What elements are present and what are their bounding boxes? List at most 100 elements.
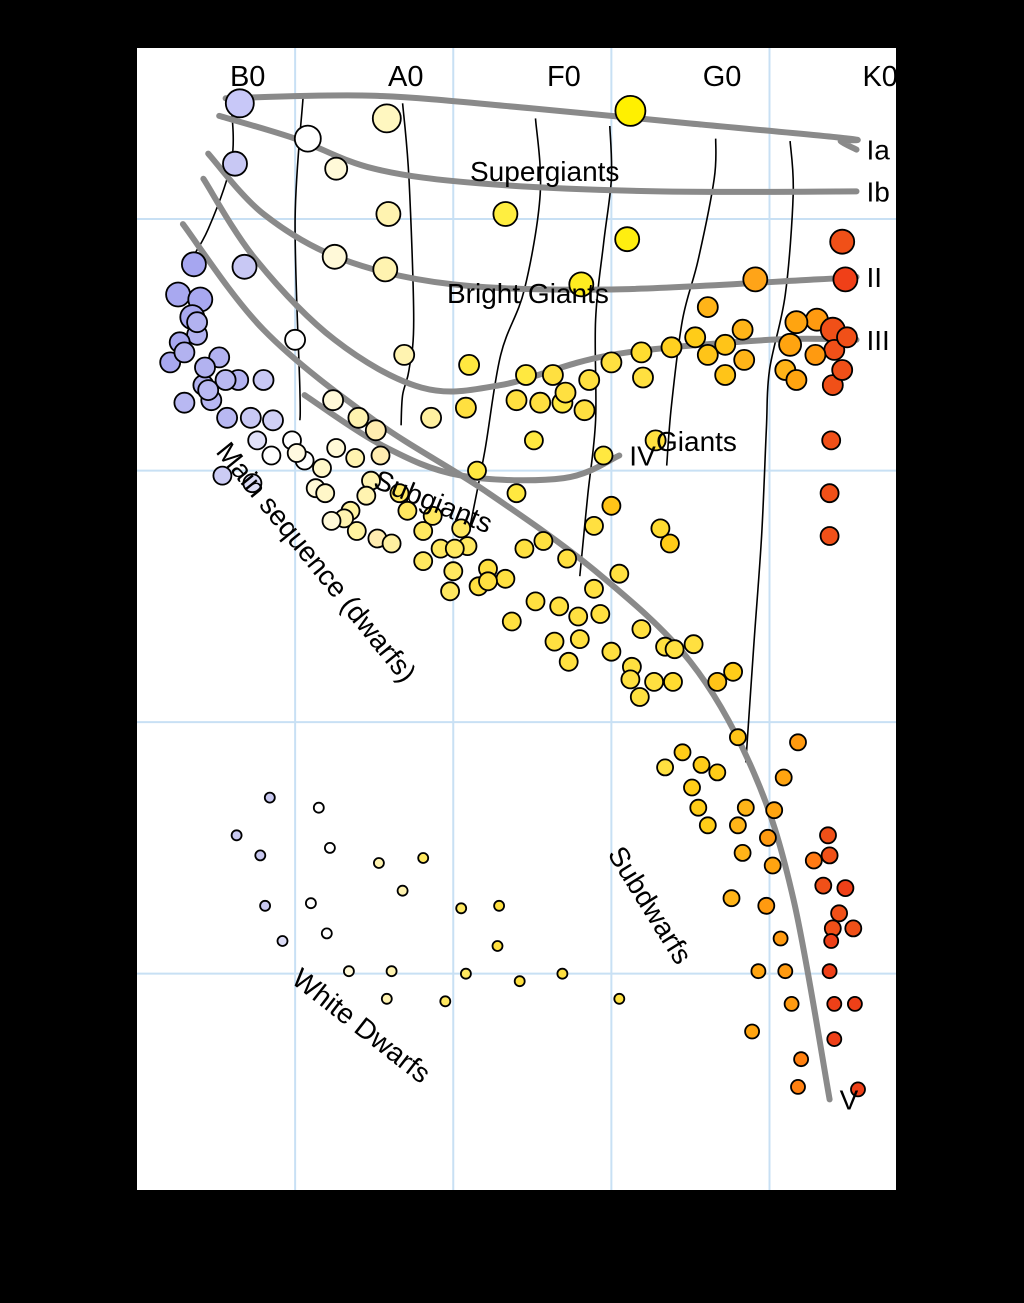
star-point	[380, 992, 393, 1005]
star-point	[584, 578, 604, 599]
star-point	[467, 460, 487, 481]
star-point	[356, 485, 377, 506]
star-point	[214, 369, 237, 391]
star-point	[212, 465, 233, 486]
star-point	[239, 406, 262, 429]
star-point	[276, 935, 289, 947]
star-point	[814, 876, 833, 895]
star-point	[692, 756, 711, 774]
tick-label-k0: K0	[862, 61, 897, 93]
star-point	[389, 483, 410, 504]
class-label-iii: III	[867, 325, 890, 356]
star-point	[629, 687, 650, 707]
star-point	[729, 728, 747, 747]
star-point	[731, 318, 754, 341]
tick-label-b0: B0	[230, 61, 265, 93]
star-point	[372, 857, 385, 869]
star-point	[804, 343, 827, 366]
star-point	[696, 343, 719, 366]
star-point	[451, 518, 472, 539]
tick-label-m0: M0	[987, 61, 1024, 93]
class-label-v: V	[840, 1084, 859, 1115]
star-point	[744, 1023, 760, 1040]
star-point	[443, 561, 464, 582]
star-point	[346, 521, 367, 541]
star-point	[491, 940, 504, 952]
star-point	[578, 369, 601, 391]
star-point	[514, 538, 535, 559]
star-point	[557, 548, 577, 569]
star-point	[342, 965, 355, 978]
star-point	[765, 801, 784, 820]
star-point	[784, 310, 809, 335]
star-point	[673, 743, 692, 762]
star-point	[774, 768, 793, 787]
star-point	[261, 445, 282, 466]
star-point	[826, 996, 843, 1012]
star-point	[321, 243, 348, 270]
luminosity-class-v-curve	[179, 221, 833, 1103]
star-point	[847, 996, 863, 1012]
star-point	[231, 253, 258, 280]
star-point	[320, 927, 333, 940]
star-point	[393, 343, 416, 366]
star-point	[729, 816, 747, 835]
star-point	[524, 430, 544, 451]
star-point	[286, 443, 307, 463]
star-point	[783, 996, 800, 1012]
tick-label-g0: G0	[703, 61, 742, 93]
star-point	[601, 495, 622, 516]
star-point	[683, 778, 701, 797]
star-point	[722, 889, 741, 908]
star-point	[829, 228, 856, 255]
star-point	[714, 364, 737, 386]
star-point	[836, 879, 855, 897]
star-point	[569, 629, 590, 649]
star-point	[790, 1079, 806, 1095]
star-point	[413, 551, 434, 571]
star-point	[819, 526, 840, 546]
star-point	[254, 849, 267, 862]
star-point	[505, 389, 528, 412]
star-point	[757, 896, 776, 915]
star-point	[568, 271, 595, 298]
star-point	[533, 531, 554, 551]
star-point	[568, 606, 589, 627]
star-point	[321, 511, 342, 531]
star-point	[413, 521, 434, 541]
star-point	[180, 251, 207, 278]
star-point	[630, 341, 653, 364]
star-point	[455, 902, 468, 915]
star-point	[222, 150, 248, 177]
star-point	[793, 1051, 809, 1068]
star-point	[478, 571, 498, 592]
star-point	[252, 369, 275, 391]
star-point	[830, 904, 848, 923]
star-point	[549, 596, 570, 617]
star-point	[224, 88, 255, 119]
star-point	[493, 899, 506, 912]
star-point	[495, 568, 516, 589]
star-point	[778, 332, 802, 357]
star-point	[417, 852, 430, 864]
star-point	[347, 406, 370, 429]
star-point	[529, 391, 552, 414]
star-point	[375, 201, 402, 227]
star-point	[262, 409, 284, 432]
star-point	[525, 591, 546, 612]
star-point	[216, 406, 239, 429]
star-point	[826, 1031, 843, 1047]
star-point	[513, 975, 526, 988]
star-point	[312, 801, 325, 814]
star-point	[173, 341, 196, 364]
star-point	[345, 448, 366, 468]
star-point	[593, 445, 614, 466]
star-point	[684, 326, 707, 349]
tick-label-a0: A0	[388, 61, 423, 93]
supergiants-label: Supergiants	[470, 156, 619, 187]
star-point	[444, 538, 465, 559]
star-point	[459, 967, 472, 980]
star-point	[620, 669, 641, 690]
star-point	[173, 391, 196, 414]
star-point	[600, 351, 623, 374]
